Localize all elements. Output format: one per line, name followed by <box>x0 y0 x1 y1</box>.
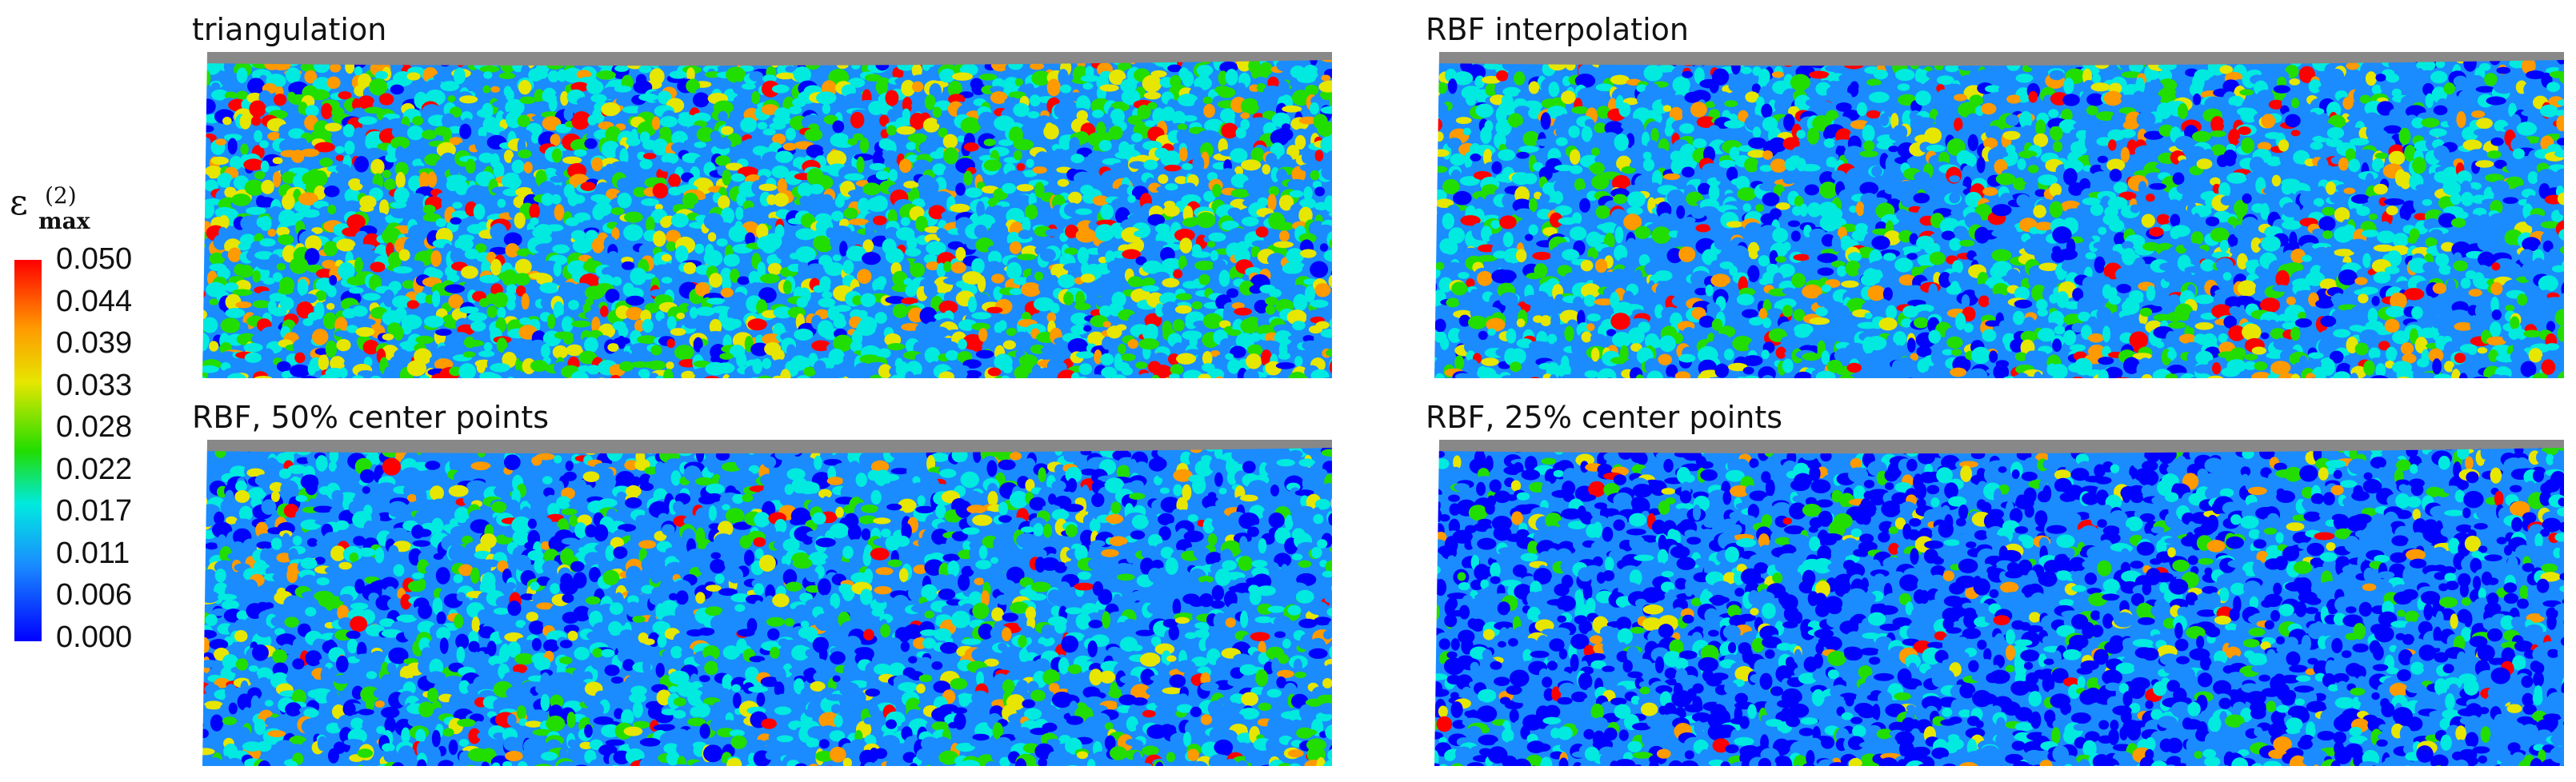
strain-field-svg <box>196 440 1332 766</box>
colorbar-superscript: (2) <box>45 182 77 209</box>
strain-map-rbf-50 <box>196 440 1332 766</box>
panel-title-rbf-25: RBF, 25% center points <box>1426 400 1783 435</box>
strain-map-rbf-25 <box>1428 440 2564 766</box>
colorbar-symbol: ε <box>10 182 28 223</box>
colorbar <box>14 260 42 641</box>
masked-region-top <box>1428 440 2564 454</box>
colorbar-tick-0000: 0.000 <box>56 620 133 654</box>
masked-region-left <box>1428 52 1439 378</box>
colorbar-tick-0033: 0.033 <box>56 369 133 402</box>
masked-region-top <box>196 440 1332 454</box>
panel-title-rbf-interpolation: RBF interpolation <box>1426 12 1689 47</box>
strain-field-svg <box>1428 52 2564 378</box>
strain-field-svg <box>1428 440 2564 766</box>
masked-region-left <box>196 52 207 378</box>
colorbar-tick-0044: 0.044 <box>56 285 133 318</box>
colorbar-tick-0039: 0.039 <box>56 326 133 360</box>
masked-region-left <box>196 440 207 766</box>
panel-title-rbf-50: RBF, 50% center points <box>192 400 550 435</box>
speckle-pattern <box>196 440 1332 766</box>
strain-map-triangulation <box>196 52 1332 378</box>
masked-region-left <box>1428 440 1439 766</box>
colorbar-tick-0006: 0.006 <box>56 578 133 612</box>
colorbar-subscript: max <box>38 208 90 234</box>
masked-region-top <box>1428 52 2564 66</box>
colorbar-tick-0050: 0.050 <box>56 242 133 276</box>
speckle-pattern <box>1428 52 2564 378</box>
masked-region-top <box>196 52 1332 66</box>
panel-title-triangulation: triangulation <box>192 12 387 47</box>
colorbar-tick-0017: 0.017 <box>56 494 133 528</box>
colorbar-tick-0011: 0.011 <box>56 537 130 570</box>
colorbar-tick-0022: 0.022 <box>56 453 133 486</box>
colorbar-title: ε (2) max <box>10 182 146 238</box>
colorbar-tick-0028: 0.028 <box>56 410 133 444</box>
strain-map-rbf-interpolation <box>1428 52 2564 378</box>
strain-field-svg <box>196 52 1332 378</box>
